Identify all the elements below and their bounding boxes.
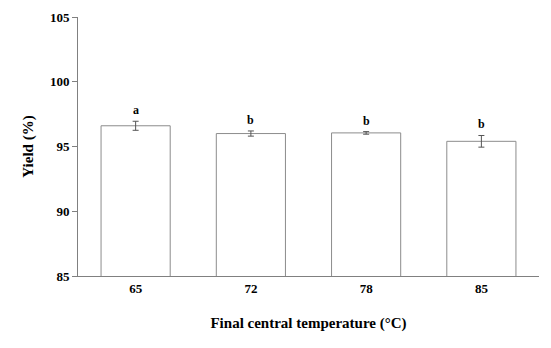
svg-text:72: 72 xyxy=(244,281,257,296)
svg-text:Yield (%): Yield (%) xyxy=(20,115,37,177)
svg-text:90: 90 xyxy=(56,204,69,219)
svg-text:78: 78 xyxy=(360,281,374,296)
svg-text:85: 85 xyxy=(475,281,489,296)
svg-text:65: 65 xyxy=(129,281,143,296)
svg-text:105: 105 xyxy=(50,10,70,25)
svg-text:100: 100 xyxy=(50,74,70,89)
svg-text:b: b xyxy=(478,117,485,131)
svg-text:b: b xyxy=(363,114,370,128)
svg-text:Final central temperature (°C): Final central temperature (°C) xyxy=(210,315,406,332)
svg-text:a: a xyxy=(133,103,139,117)
svg-text:85: 85 xyxy=(56,269,70,284)
svg-text:b: b xyxy=(247,113,254,127)
svg-text:95: 95 xyxy=(56,139,70,154)
